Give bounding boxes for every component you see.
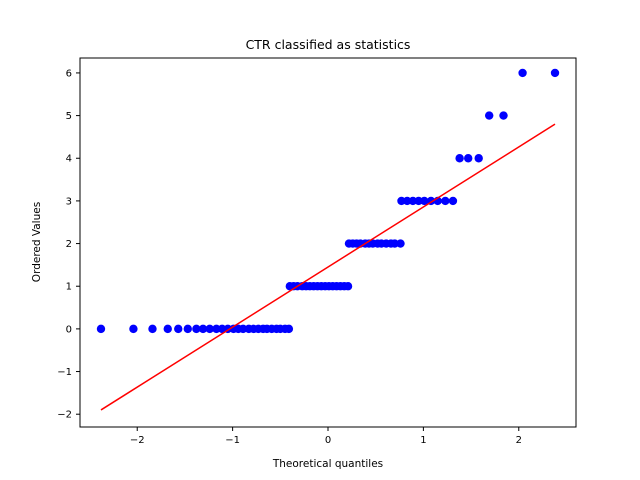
fit-line — [100, 123, 556, 411]
data-point — [550, 68, 560, 78]
y-tick-label: 4 — [66, 154, 72, 165]
y-tick-label: 5 — [66, 111, 72, 122]
y-tick-label: 6 — [66, 68, 72, 79]
data-point — [205, 324, 214, 334]
data-point — [174, 324, 183, 334]
data-point — [148, 324, 157, 334]
y-tick-label: 3 — [66, 196, 72, 207]
y-tick-label: 0 — [66, 324, 72, 335]
data-point — [485, 111, 494, 120]
plot-area: −2 −1 0 1 2 −2 −1 0 1 2 3 4 5 6 — [57, 68, 560, 446]
x-tick-label: 2 — [516, 435, 522, 446]
data-point — [343, 282, 353, 291]
data-point — [518, 68, 527, 78]
y-tick-label: 1 — [66, 282, 72, 293]
data-point — [192, 324, 201, 334]
data-point — [441, 196, 450, 206]
data-point — [198, 324, 208, 334]
x-tick-label: −1 — [225, 435, 240, 446]
data-point — [163, 324, 172, 334]
y-tick-label: −2 — [57, 410, 72, 421]
x-axis-label: Theoretical quantiles — [272, 458, 383, 470]
data-point — [448, 196, 458, 206]
data-point — [474, 154, 483, 163]
x-tick-label: 1 — [420, 435, 426, 446]
y-tick-label: 2 — [66, 239, 72, 250]
data-point — [129, 324, 138, 334]
data-point — [420, 196, 429, 206]
data-point — [96, 324, 106, 334]
plot-frame — [79, 57, 577, 428]
chart-title: CTR classified as statistics — [246, 37, 411, 52]
x-tick-label: 0 — [325, 435, 331, 446]
data-point — [499, 111, 508, 120]
y-axis-label: Ordered Values — [31, 202, 43, 282]
x-tick-label: −2 — [130, 435, 145, 446]
data-point — [183, 324, 192, 334]
y-tick-label: −1 — [57, 367, 72, 378]
data-point — [284, 324, 294, 334]
data-point — [464, 154, 473, 163]
data-point — [396, 239, 405, 248]
data-point — [455, 154, 464, 163]
